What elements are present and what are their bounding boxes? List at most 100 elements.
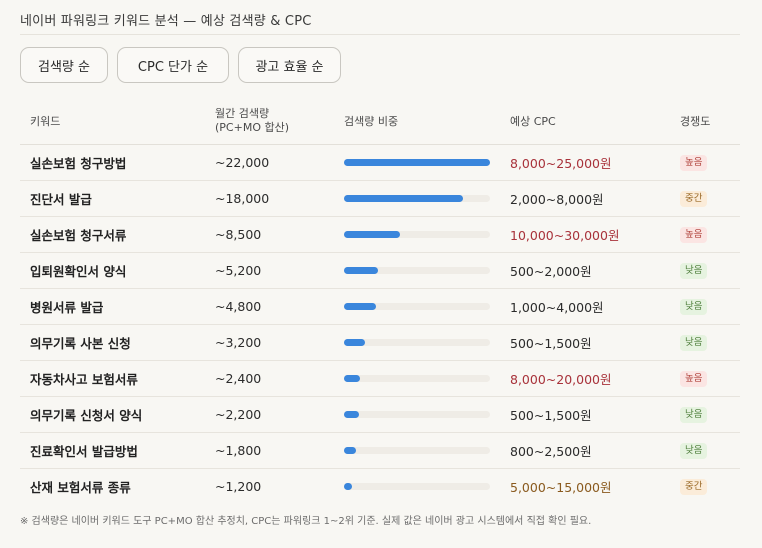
share-bar-fill [344,267,379,274]
header-volume-line2: (PC+MO 합산) [215,121,289,134]
competition-cell: 낮음 [680,253,708,288]
competition-cell: 높음 [680,361,708,396]
share-bar-fill [344,195,464,202]
cpc-cell: 2,000~8,000원 [510,192,604,207]
volume-cell: ~5,200 [215,263,262,278]
competition-cell: 낮음 [680,397,708,432]
table-row[interactable]: 실손보험 청구서류 ~8,500 10,000~30,000원 높음 [20,217,740,253]
share-bar-fill [344,303,376,310]
table-row[interactable]: 의무기록 신청서 양식 ~2,200 500~1,500원 낮음 [20,397,740,433]
keyword-cell: 의무기록 신청서 양식 [30,408,143,423]
share-bar-track [344,447,490,454]
competition-badge: 낮음 [680,334,708,351]
competition-cell: 낮음 [680,433,708,468]
table-row[interactable]: 자동차사고 보험서류 ~2,400 8,000~20,000원 높음 [20,361,740,397]
table-header: 키워드 월간 검색량 (PC+MO 합산) 검색량 비중 예상 CPC 경쟁도 [20,100,740,145]
share-bar-track [344,159,490,166]
share-bar-fill [344,231,401,238]
competition-cell: 높음 [680,145,708,180]
competition-badge: 낮음 [680,298,708,315]
table-row[interactable]: 산재 보험서류 종류 ~1,200 5,000~15,000원 중간 [20,469,740,504]
keyword-cell: 실손보험 청구방법 [30,156,127,171]
keyword-cell: 진단서 발급 [30,192,92,207]
competition-badge: 낮음 [680,262,708,279]
sort-by-volume-button[interactable]: 검색량 순 [20,47,108,83]
competition-cell: 중간 [680,469,708,504]
volume-cell: ~2,200 [215,407,262,422]
volume-cell: ~22,000 [215,155,270,170]
table-row[interactable]: 의무기록 사본 신청 ~3,200 500~1,500원 낮음 [20,325,740,361]
competition-badge: 높음 [680,226,708,243]
table-row[interactable]: 실손보험 청구방법 ~22,000 8,000~25,000원 높음 [20,145,740,181]
competition-badge: 낮음 [680,442,708,459]
header-volume: 월간 검색량 (PC+MO 합산) [215,107,289,135]
share-bar-cell [344,397,490,432]
table-row[interactable]: 진료확인서 발급방법 ~1,800 800~2,500원 낮음 [20,433,740,469]
table-row[interactable]: 입퇴원확인서 양식 ~5,200 500~2,000원 낮음 [20,253,740,289]
header-keyword: 키워드 [30,115,61,128]
competition-cell: 낮음 [680,289,708,324]
header-volume-line1: 월간 검색량 [215,107,270,120]
keyword-cell: 산재 보험서류 종류 [30,480,131,495]
cpc-cell: 8,000~25,000원 [510,156,612,171]
competition-badge: 높음 [680,154,708,171]
share-bar-cell [344,253,490,288]
competition-cell: 높음 [680,217,708,252]
title-divider [20,34,740,35]
share-bar-track [344,339,490,346]
cpc-cell: 8,000~20,000원 [510,372,612,387]
keyword-cell: 실손보험 청구서류 [30,228,127,243]
share-bar-cell [344,145,490,180]
cpc-cell: 10,000~30,000원 [510,228,620,243]
cpc-cell: 500~1,500원 [510,408,592,423]
share-bar-cell [344,289,490,324]
share-bar-track [344,267,490,274]
competition-badge: 낮음 [680,406,708,423]
cpc-cell: 500~1,500원 [510,336,592,351]
keyword-cell: 의무기록 사본 신청 [30,336,131,351]
share-bar-track [344,411,490,418]
share-bar-fill [344,447,356,454]
sort-by-cpc-button[interactable]: CPC 단가 순 [117,47,229,83]
volume-cell: ~3,200 [215,335,262,350]
footnote: ※ 검색량은 네이버 키워드 도구 PC+MO 합산 추정치, CPC는 파워링… [20,516,592,527]
share-bar-fill [344,483,353,490]
share-bar-track [344,231,490,238]
keyword-cell: 병원서류 발급 [30,300,104,315]
volume-cell: ~8,500 [215,227,262,242]
page-title: 네이버 파워링크 키워드 분석 — 예상 검색량 & CPC [20,14,312,29]
header-share: 검색량 비중 [344,115,399,128]
header-competition: 경쟁도 [680,115,711,128]
share-bar-track [344,375,490,382]
keyword-table: 키워드 월간 검색량 (PC+MO 합산) 검색량 비중 예상 CPC 경쟁도 … [20,100,740,504]
share-bar-fill [344,375,360,382]
header-cpc: 예상 CPC [510,115,556,128]
volume-cell: ~18,000 [215,191,270,206]
share-bar-track [344,303,490,310]
cpc-cell: 500~2,000원 [510,264,592,279]
competition-cell: 낮음 [680,325,708,360]
share-bar-fill [344,159,490,166]
sort-by-efficiency-button[interactable]: 광고 효율 순 [238,47,341,83]
share-bar-cell [344,469,490,504]
keyword-cell: 진료확인서 발급방법 [30,444,138,459]
volume-cell: ~1,200 [215,479,262,494]
cpc-cell: 1,000~4,000원 [510,300,604,315]
share-bar-cell [344,433,490,468]
competition-badge: 중간 [680,478,708,495]
share-bar-fill [344,411,359,418]
competition-badge: 중간 [680,190,708,207]
share-bar-cell [344,325,490,360]
table-body: 실손보험 청구방법 ~22,000 8,000~25,000원 높음 진단서 발급 ~18… [20,145,740,504]
share-bar-cell [344,361,490,396]
sort-button-group: 검색량 순 CPC 단가 순 광고 효율 순 [20,47,341,83]
table-row[interactable]: 진단서 발급 ~18,000 2,000~8,000원 중간 [20,181,740,217]
share-bar-track [344,195,490,202]
share-bar-fill [344,339,366,346]
cpc-cell: 800~2,500원 [510,444,592,459]
table-row[interactable]: 병원서류 발급 ~4,800 1,000~4,000원 낮음 [20,289,740,325]
volume-cell: ~1,800 [215,443,262,458]
keyword-cell: 입퇴원확인서 양식 [30,264,127,279]
keyword-cell: 자동차사고 보험서류 [30,372,138,387]
share-bar-track [344,483,490,490]
